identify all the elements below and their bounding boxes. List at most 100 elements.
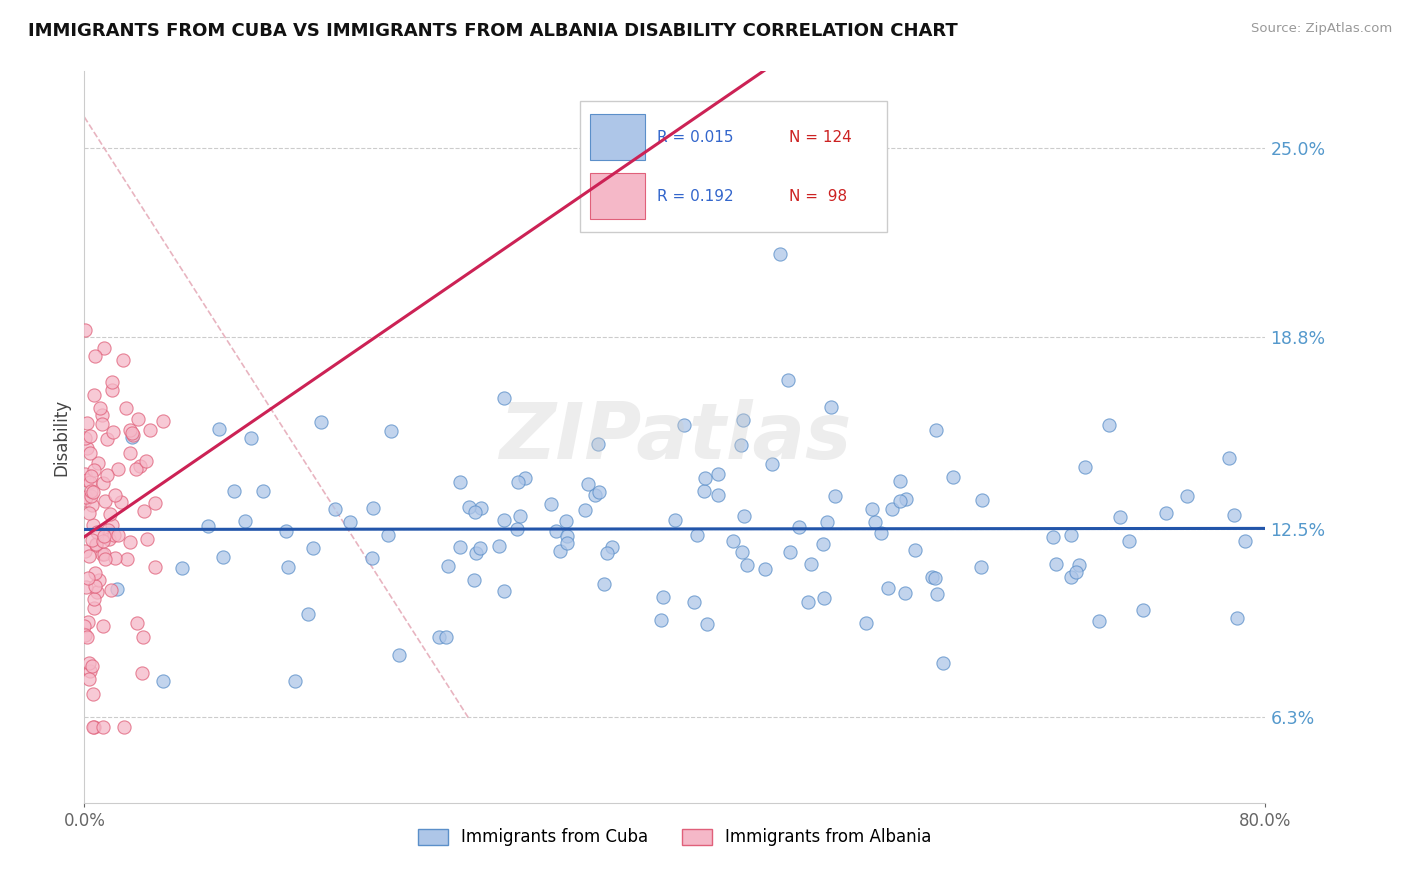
Point [494, 583, 516, 598]
Point [465, 546, 488, 560]
Point [576, 477, 599, 491]
Point [508, 475, 530, 489]
Point [76, 473, 98, 487]
Point [76, 630, 98, 644]
Point [120, 535, 142, 549]
Point [79, 445, 101, 459]
Point [152, 414, 174, 428]
Point [921, 570, 943, 584]
Point [664, 513, 686, 527]
Point [927, 587, 949, 601]
Point [434, 630, 457, 644]
Point [83, 600, 105, 615]
Point [112, 720, 135, 734]
Point [87, 456, 110, 470]
Point [1059, 528, 1081, 542]
Point [103, 528, 125, 542]
Point [1226, 611, 1249, 625]
Point [127, 412, 149, 426]
Point [735, 558, 758, 572]
Point [470, 500, 492, 515]
Point [463, 574, 485, 588]
Point [683, 595, 706, 609]
Point [893, 586, 915, 600]
Point [1087, 615, 1109, 629]
Point [118, 424, 141, 438]
Point [544, 524, 567, 538]
Point [143, 559, 166, 574]
Point [107, 462, 129, 476]
Point [778, 374, 800, 388]
Point [83, 720, 105, 734]
Point [104, 488, 127, 502]
Point [1042, 530, 1064, 544]
Point [449, 541, 471, 555]
Point [83, 566, 105, 581]
Point [1118, 533, 1140, 548]
Point [820, 400, 842, 414]
Point [93, 341, 115, 355]
Point [82, 518, 104, 533]
Point [815, 515, 838, 529]
Point [89, 401, 111, 416]
Point [882, 502, 904, 516]
Point [132, 630, 155, 644]
Point [82, 720, 104, 734]
Point [707, 488, 730, 502]
Point [82, 498, 104, 512]
Point [121, 428, 143, 442]
Point [449, 475, 471, 490]
Point [360, 551, 382, 566]
Point [924, 571, 946, 585]
Point [779, 545, 801, 559]
Point [548, 544, 571, 558]
Point [942, 470, 965, 484]
Point [596, 545, 619, 559]
Point [863, 516, 886, 530]
Point [427, 630, 450, 644]
Point [76, 416, 98, 430]
Point [468, 541, 491, 555]
Point [970, 560, 993, 574]
Point [98, 532, 121, 546]
Point [77, 615, 100, 630]
Point [488, 539, 510, 553]
Point [79, 475, 101, 489]
Point [100, 375, 122, 389]
Point [79, 468, 101, 483]
Point [79, 429, 101, 443]
Point [754, 562, 776, 576]
Point [797, 595, 820, 609]
Point [284, 673, 307, 688]
Text: ZIPatlas: ZIPatlas [499, 399, 851, 475]
Point [86, 585, 108, 599]
Point [894, 491, 917, 506]
Point [79, 506, 101, 520]
Point [1098, 417, 1121, 432]
Point [540, 497, 562, 511]
Point [925, 423, 948, 437]
Point [1064, 565, 1087, 579]
Point [96, 467, 118, 482]
Point [84, 579, 107, 593]
Point [83, 349, 105, 363]
Point [464, 505, 486, 519]
Point [211, 549, 233, 564]
Point [79, 657, 101, 671]
Point [274, 524, 297, 538]
Point [652, 590, 675, 604]
Text: IMMIGRANTS FROM CUBA VS IMMIGRANTS FROM ALBANIA DISABILITY CORRELATION CHART: IMMIGRANTS FROM CUBA VS IMMIGRANTS FROM … [28, 22, 957, 40]
Point [730, 438, 752, 452]
Point [101, 384, 124, 398]
Point [387, 648, 409, 663]
Point [73, 493, 96, 508]
Point [77, 549, 100, 563]
Point [80, 533, 103, 547]
Point [302, 541, 325, 555]
Point [1223, 508, 1246, 522]
Point [91, 475, 114, 490]
Point [91, 533, 114, 548]
Point [1132, 602, 1154, 616]
Point [377, 528, 399, 542]
Point [1060, 569, 1083, 583]
